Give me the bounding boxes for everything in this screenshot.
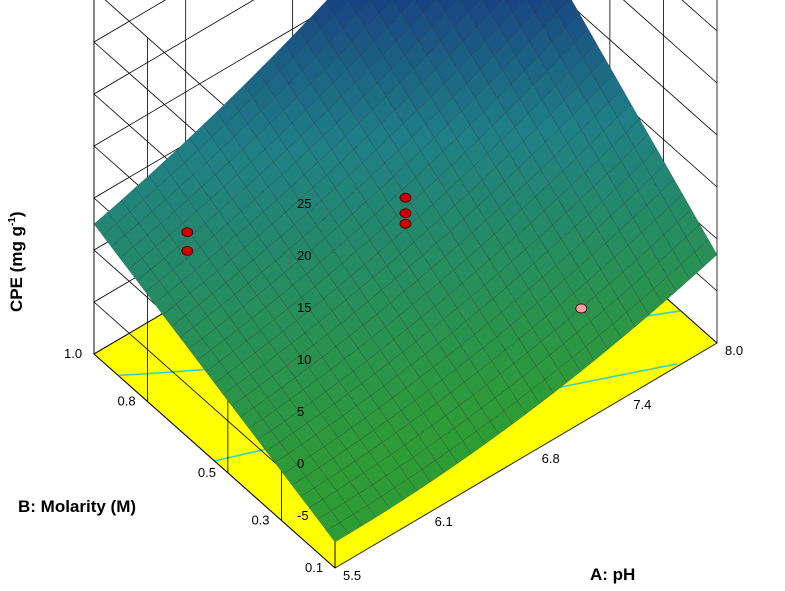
response-surface (93, 0, 718, 543)
design-point-3 (399, 218, 412, 229)
design-point-5 (181, 245, 194, 256)
z-tick-label: 10 (297, 352, 311, 367)
z-tick-label: 15 (297, 300, 311, 315)
design-point-6 (575, 303, 588, 314)
y-tick-label: 0.8 (118, 394, 136, 409)
design-point-1 (399, 192, 412, 203)
y-axis-title: B: Molarity (M) (18, 497, 136, 516)
grid-line-side-z (564, 0, 718, 136)
x-axis-title: A: pH (590, 565, 635, 584)
grid-line-side-z (622, 0, 718, 84)
z-tick-label: 0 (297, 456, 304, 471)
x-tick-label: 6.8 (542, 451, 560, 466)
grid-line-back-z (93, 0, 167, 43)
x-tick-label: 7.4 (633, 397, 651, 412)
design-points (181, 192, 588, 314)
tick-labels: 5.5 6.1 6.8 7.4 8.0 0.1 0.3 0.5 0.8 1.0 -5 0 5 10 15 20… (64, 196, 743, 583)
y-tick-label: 0.1 (305, 560, 323, 575)
y-tick-label: 1.0 (64, 346, 82, 361)
z-tick-label: -5 (297, 508, 309, 523)
grid-line-back-z (93, 0, 255, 95)
x-tick-label: 8.0 (725, 343, 743, 358)
grid-line-back-z (93, 0, 343, 147)
design-point-4 (181, 227, 194, 238)
y-tick-label: 0.5 (198, 465, 216, 480)
grid-line-left-z (93, 353, 336, 569)
x-tick-label: 5.5 (343, 568, 361, 583)
design-point-2 (399, 208, 412, 219)
y-tick-label: 0.3 (251, 512, 269, 527)
z-axis-title: CPE (mg g-1) (7, 211, 26, 312)
z-tick-label: 20 (297, 248, 311, 263)
x-tick-label: 6.1 (435, 514, 453, 529)
surface-cell (326, 522, 349, 543)
z-tick-label: 5 (297, 404, 304, 419)
z-tick-label: 25 (297, 196, 311, 211)
